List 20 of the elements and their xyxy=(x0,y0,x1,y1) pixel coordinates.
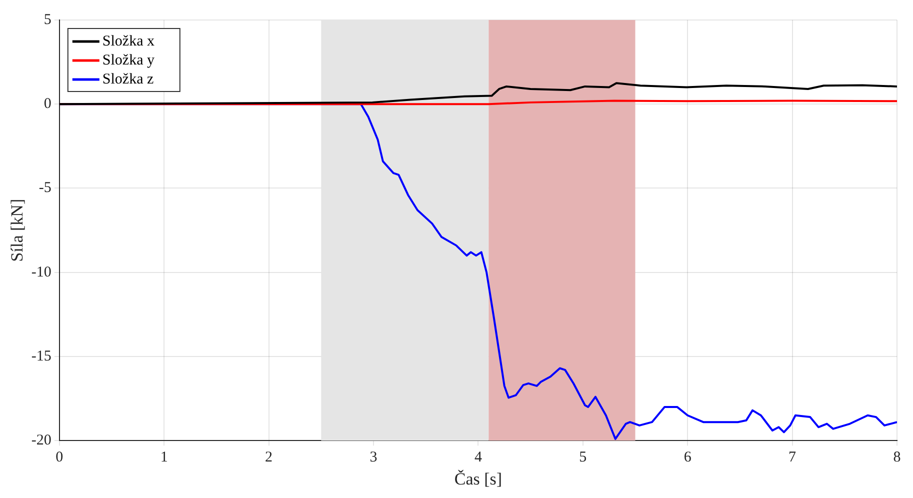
x-tick-label: 8 xyxy=(893,450,901,466)
y-tick-label: -15 xyxy=(31,348,52,364)
y-tick-label: -5 xyxy=(38,180,52,196)
y-axis-title: Síla [kN] xyxy=(8,198,27,262)
x-tick-label: 7 xyxy=(788,450,797,466)
legend-label: Složka x xyxy=(102,33,155,50)
x-tick-label: 1 xyxy=(160,450,168,466)
x-tick-label: 6 xyxy=(684,450,692,466)
x-tick-label: 3 xyxy=(370,450,378,466)
y-tick-label: -20 xyxy=(31,432,52,449)
x-tick-label: 5 xyxy=(579,450,587,466)
legend-label: Složka y xyxy=(102,52,155,68)
x-tick-label: 0 xyxy=(56,450,64,466)
x-tick-label: 4 xyxy=(474,450,482,466)
y-tick-label: 5 xyxy=(44,12,52,28)
legend-label: Složka z xyxy=(102,71,154,88)
y-tick-label: 0 xyxy=(44,96,52,112)
x-axis-title: Čas [s] xyxy=(454,469,502,488)
y-tick-label: -10 xyxy=(31,264,52,280)
x-tick-label: 2 xyxy=(265,450,273,466)
